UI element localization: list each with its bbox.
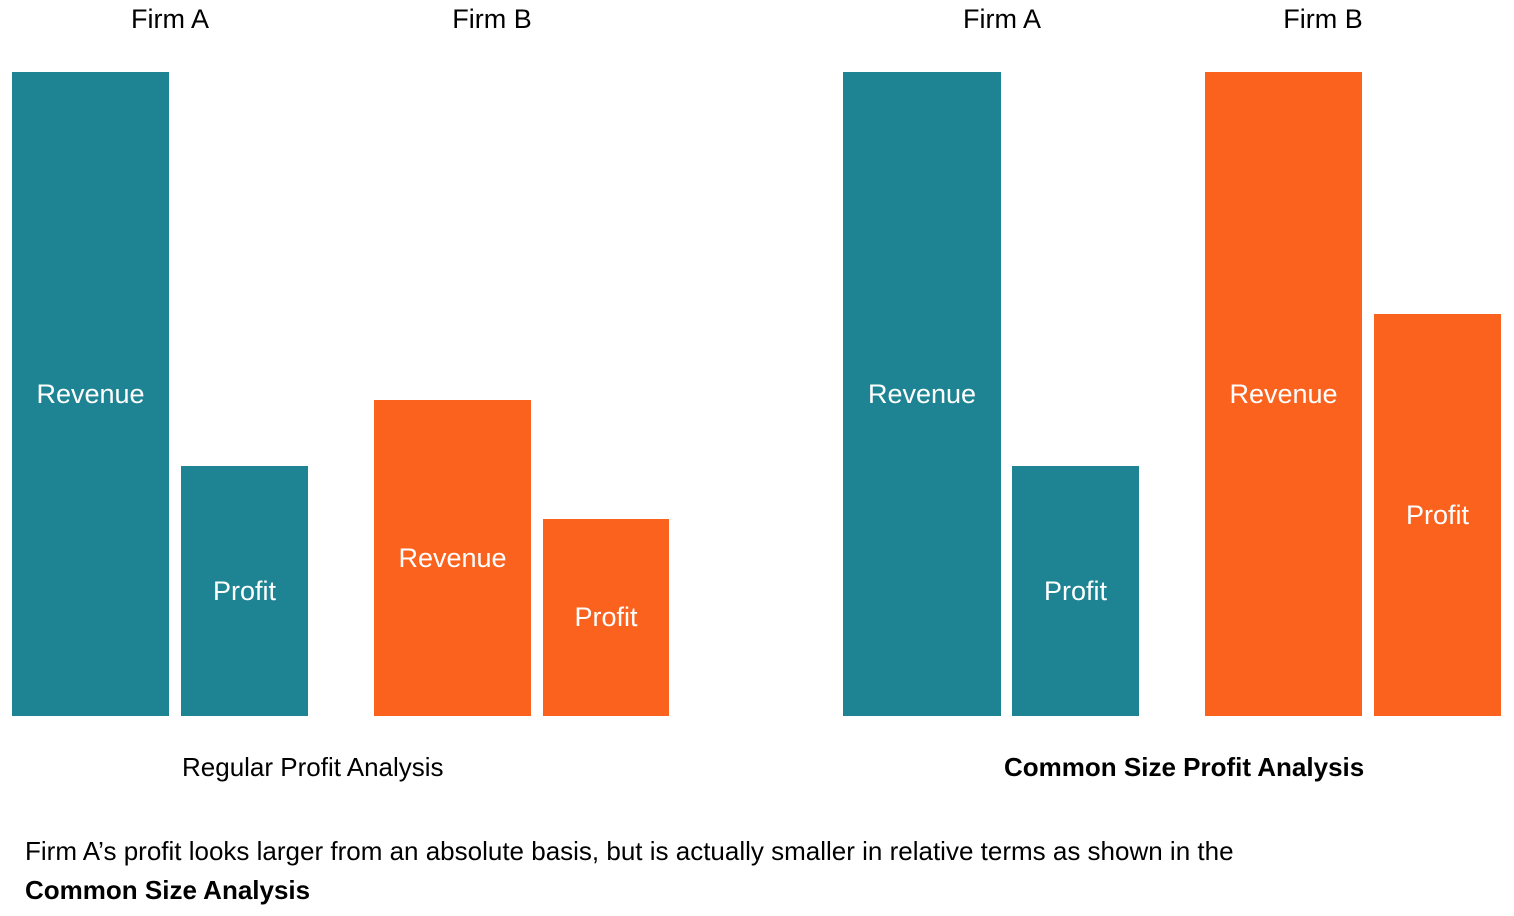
- common-firm-b-profit-bar: Profit: [1374, 314, 1501, 716]
- regular-firm-a-revenue-bar: Revenue: [12, 72, 169, 716]
- bar-label: Revenue: [36, 378, 145, 409]
- bar-label: Profit: [574, 602, 638, 632]
- bar-label: Profit: [1043, 575, 1108, 606]
- common-firm-a-label: Firm A: [963, 4, 1041, 34]
- bar-label: Revenue: [398, 542, 507, 573]
- common-firm-a-revenue-bar: Revenue: [843, 72, 1001, 716]
- bar-label: Revenue: [867, 378, 977, 409]
- common-firm-b-label: Firm B: [1283, 4, 1363, 34]
- bar-label: Revenue: [1229, 378, 1338, 409]
- bar-label: Profit: [1405, 499, 1470, 530]
- regular-chart-title: Regular Profit Analysis: [182, 752, 444, 782]
- note-text: Firm A’s profit looks larger from an abs…: [25, 836, 1234, 866]
- common-firm-b-revenue-bar: Revenue: [1205, 72, 1362, 716]
- regular-firm-b-revenue-bar: Revenue: [374, 400, 531, 716]
- regular-firm-a-label: Firm A: [131, 4, 209, 34]
- regular-firm-b-profit-bar: Profit: [543, 519, 669, 716]
- regular-firm-b-label: Firm B: [452, 4, 532, 34]
- regular-firm-a-profit-bar: Profit: [181, 466, 308, 716]
- bar-label: Profit: [212, 575, 277, 606]
- note-emphasis: Common Size Analysis: [25, 875, 311, 905]
- common-firm-a-profit-bar: Profit: [1012, 466, 1139, 716]
- explanation-note: Firm A’s profit looks larger from an abs…: [25, 832, 1495, 910]
- common-chart-title: Common Size Profit Analysis: [1004, 752, 1365, 782]
